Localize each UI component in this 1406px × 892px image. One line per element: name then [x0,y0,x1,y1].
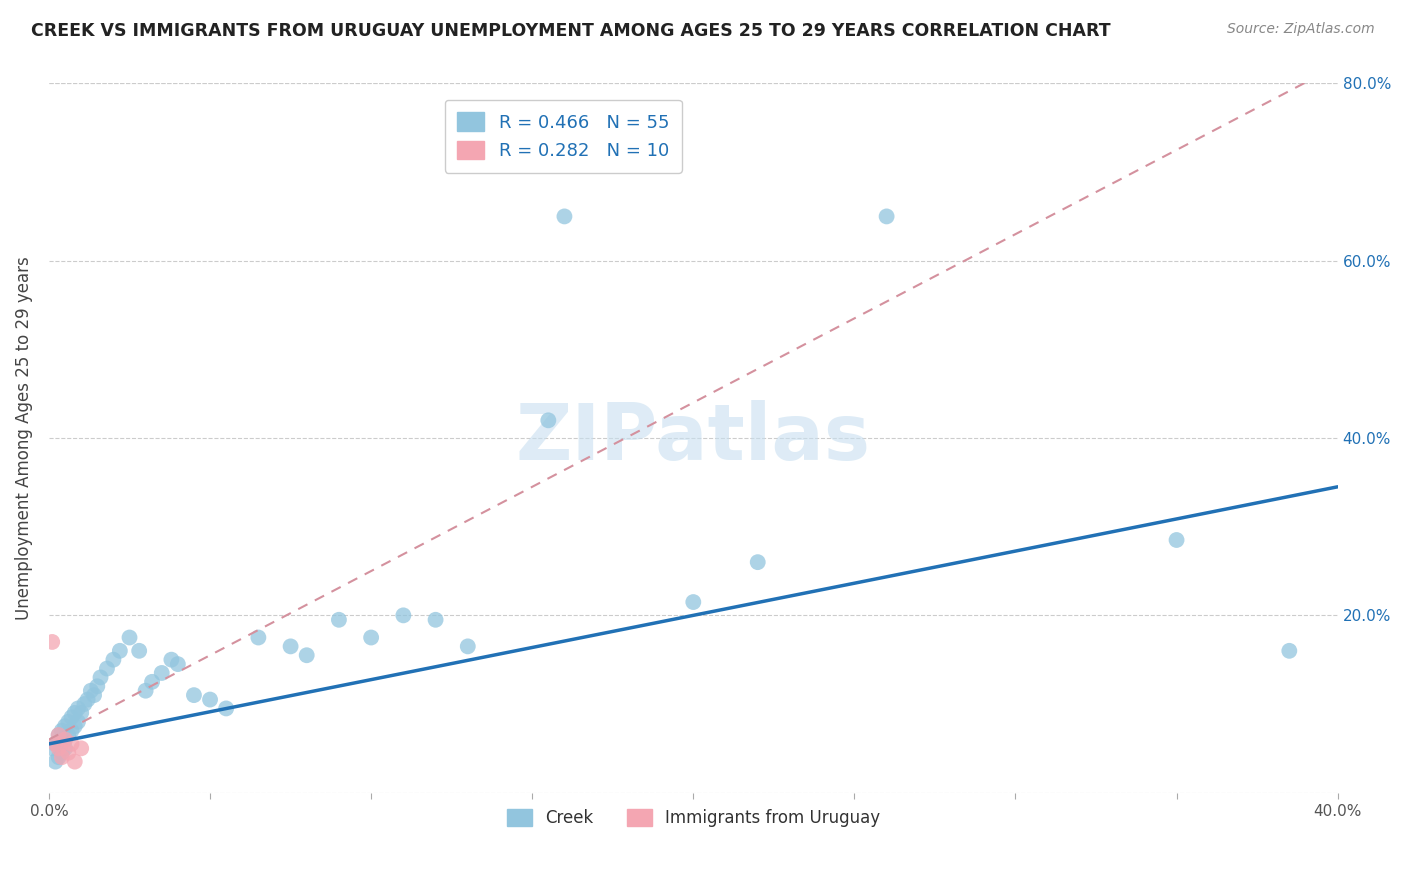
Point [1278,644,1301,658]
Point [553,210,575,224]
Point [53,719,76,733]
Point [51,750,73,764]
Point [150,665,173,680]
Point [392,608,415,623]
Point [60,710,83,724]
Point [48,737,70,751]
Point [48,750,70,764]
Point [53,732,76,747]
Point [747,555,769,569]
Point [73,697,96,711]
Point [48,728,70,742]
Point [103,653,125,667]
Point [48,741,70,756]
Point [86,679,108,693]
Point [58,714,80,729]
Point [425,613,447,627]
Point [166,657,188,672]
Point [66,714,89,729]
Point [58,746,80,760]
Point [215,701,238,715]
Point [128,644,150,658]
Point [76,692,98,706]
Point [70,706,93,720]
Point [118,631,141,645]
Text: CREEK VS IMMIGRANTS FROM URUGUAY UNEMPLOYMENT AMONG AGES 25 TO 29 YEARS CORRELAT: CREEK VS IMMIGRANTS FROM URUGUAY UNEMPLO… [31,22,1111,40]
Point [295,648,318,663]
Point [280,640,302,654]
Point [41,741,63,756]
Point [457,640,479,654]
Point [44,737,66,751]
Point [160,653,183,667]
Point [51,746,73,760]
Point [360,631,382,645]
Point [44,737,66,751]
Point [141,674,163,689]
Point [537,413,560,427]
Point [53,732,76,747]
Text: ZIPatlas: ZIPatlas [516,400,870,476]
Point [48,728,70,742]
Text: Source: ZipAtlas.com: Source: ZipAtlas.com [1227,22,1375,37]
Point [60,737,83,751]
Point [80,683,103,698]
Point [876,210,898,224]
Point [96,661,118,675]
Point [682,595,704,609]
Point [63,706,86,720]
Point [328,613,350,627]
Point [51,732,73,747]
Point [66,701,89,715]
Point [83,688,105,702]
Point [247,631,270,645]
Point [183,688,205,702]
Point [89,670,111,684]
Point [60,723,83,738]
Legend: Creek, Immigrants from Uruguay: Creek, Immigrants from Uruguay [501,803,887,834]
Point [63,755,86,769]
Point [41,635,63,649]
Point [51,723,73,738]
Point [135,683,157,698]
Point [108,644,131,658]
Point [70,741,93,756]
Point [198,692,221,706]
Point [53,741,76,756]
Point [44,755,66,769]
Point [58,728,80,742]
Point [1166,533,1188,547]
Point [63,719,86,733]
Y-axis label: Unemployment Among Ages 25 to 29 years: Unemployment Among Ages 25 to 29 years [15,256,32,620]
